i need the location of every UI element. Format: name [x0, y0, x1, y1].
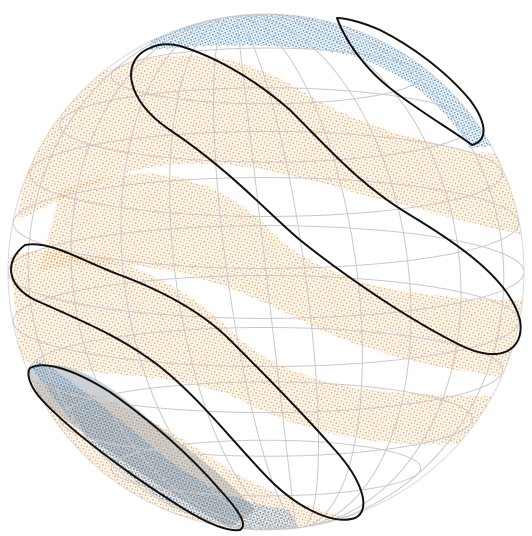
outline-bottom-left [27, 364, 245, 532]
latitude-line [29, 130, 503, 218]
latitude-line [59, 87, 473, 163]
orange-band-lower [10, 251, 520, 445]
outline-upper-diagonal [130, 43, 522, 355]
overlap-region [29, 364, 256, 528]
region-outlines [10, 17, 522, 532]
latitude-line [59, 381, 473, 457]
orange-band-upper [18, 55, 524, 238]
orange-band-middle [40, 173, 524, 380]
latitude-line [110, 47, 422, 105]
latitude-line [8, 225, 524, 319]
blue-band-bottom [30, 360, 300, 530]
outline-top-right [336, 17, 485, 146]
outline-lower-diagonal [10, 243, 365, 521]
central-meridian [235, 14, 297, 530]
latitude-line [110, 439, 422, 497]
